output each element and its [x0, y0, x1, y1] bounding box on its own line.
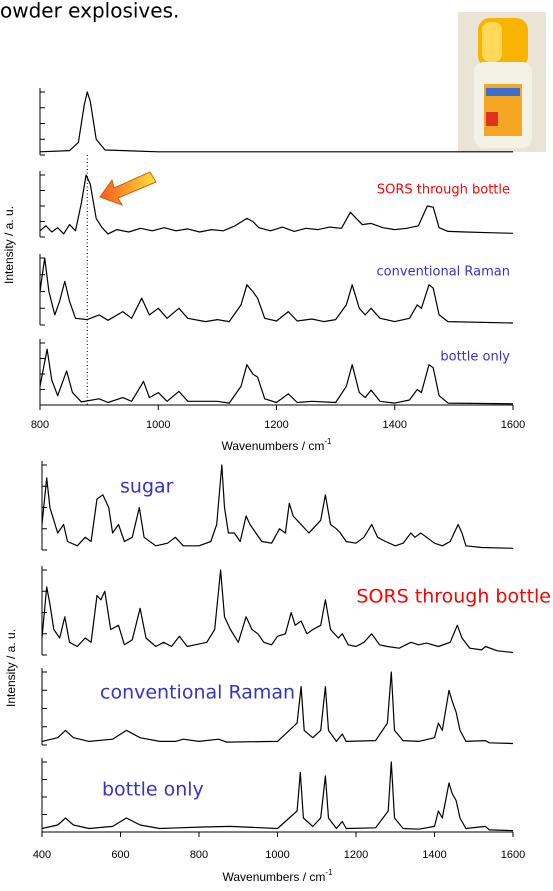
series-label: bottle only	[440, 350, 510, 365]
spectrum-line	[41, 569, 514, 654]
x-tick-label: 1600	[501, 849, 525, 861]
x-axis-label: Wavenumbers / cm-1	[222, 868, 333, 884]
x-axis-label-superscript: -1	[325, 868, 333, 877]
y-axis-label: Intensity / a. u.	[2, 206, 16, 284]
x-tick-label: 1400	[422, 849, 446, 861]
spectrum-line	[39, 91, 513, 153]
x-tick-label: 1000	[265, 849, 289, 861]
spectrum-line	[41, 464, 514, 549]
x-axis-label-text: Wavenumbers / cm	[222, 870, 325, 884]
spectrum-line	[41, 761, 514, 832]
arrow	[99, 171, 157, 206]
series-label: conventional Raman	[100, 682, 295, 704]
x-axis-label-superscript: -1	[324, 437, 332, 446]
series-label: bottle only	[102, 779, 204, 801]
series-label: SORS through bottle	[377, 183, 510, 198]
x-tick-label: 1200	[344, 849, 368, 861]
header-text: owder explosives.	[0, 0, 179, 23]
product-photo	[458, 12, 546, 152]
series-label: SORS through bottle	[356, 586, 551, 608]
x-axis-label-text: Wavenumbers / cm	[221, 439, 324, 453]
spectrum-line	[39, 174, 514, 235]
series-label: sugar	[120, 476, 174, 498]
x-tick-label: 1600	[501, 419, 525, 431]
x-tick-label: 1400	[383, 419, 407, 431]
x-tick-label: 800	[31, 419, 49, 431]
x-tick-label: 800	[190, 849, 208, 861]
x-tick-label: 600	[111, 849, 129, 861]
x-tick-label: 400	[33, 849, 51, 861]
spectrum-line	[39, 257, 514, 324]
y-axis-label: Intensity / a. u.	[4, 629, 18, 707]
x-tick-label: 1200	[264, 419, 288, 431]
series-label: conventional Raman	[377, 265, 510, 280]
x-axis-label: Wavenumbers / cm-1	[221, 437, 332, 453]
x-tick-label: 1000	[146, 419, 170, 431]
spectrum-line	[39, 348, 514, 405]
spectrum-line	[41, 671, 514, 745]
